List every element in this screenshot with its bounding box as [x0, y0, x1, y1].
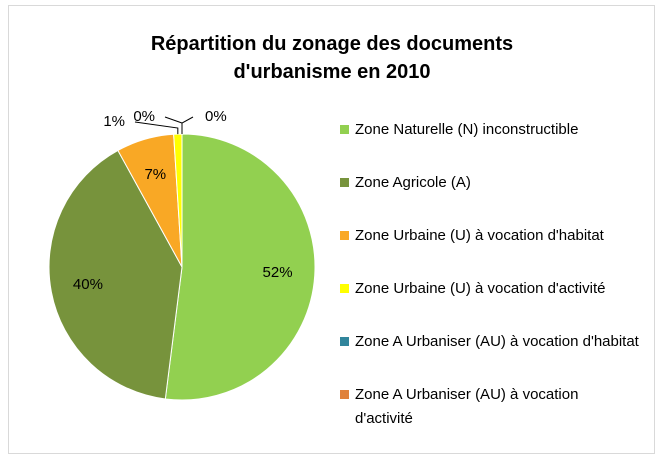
legend-label: Zone A Urbaniser (AU) à vocation d'habit… [355, 333, 639, 350]
data-label: 52% [263, 264, 293, 281]
leader-line [181, 116, 194, 134]
data-label: 1% [103, 113, 125, 130]
legend-item: Zone Urbaine (U) à vocation d'activité [340, 277, 640, 330]
chart-border [8, 5, 655, 454]
legend-swatch [340, 284, 349, 293]
legend: Zone Naturelle (N) inconstructible Zone A… [340, 118, 640, 436]
legend-item: Zone Urbaine (U) à vocation d'habitat [340, 224, 640, 277]
data-label: 40% [73, 276, 103, 293]
legend-swatch [340, 231, 349, 240]
legend-swatch [340, 390, 349, 399]
chart-title: Répartition du zonage des documents d'ur… [150, 33, 514, 83]
data-label: 7% [144, 166, 166, 183]
legend-item: Zone Agricole (A) [340, 171, 640, 224]
leader-line [164, 116, 183, 134]
legend-label: Zone Urbaine (U) à vocation d'activité [355, 280, 606, 297]
legend-swatch [340, 337, 349, 346]
legend-label: Zone A Urbaniser (AU) à vocation d'activ… [355, 386, 579, 427]
legend-item: Zone A Urbaniser (AU) à vocation d'activ… [340, 383, 640, 436]
data-label: 0% [133, 108, 155, 125]
legend-label: Zone Naturelle (N) inconstructible [355, 121, 579, 138]
legend-label: Zone Urbaine (U) à vocation d'habitat [355, 227, 604, 244]
pie-slice [164, 133, 316, 401]
legend-swatch [340, 125, 349, 134]
legend-item: Zone A Urbaniser (AU) à vocation d'habit… [340, 330, 640, 383]
pie-slice [48, 149, 183, 400]
legend-item: Zone Naturelle (N) inconstructible [340, 118, 640, 171]
legend-label: Zone Agricole (A) [355, 174, 471, 191]
data-label: 0% [205, 108, 227, 125]
legend-swatch [340, 178, 349, 187]
leader-line [134, 121, 179, 135]
